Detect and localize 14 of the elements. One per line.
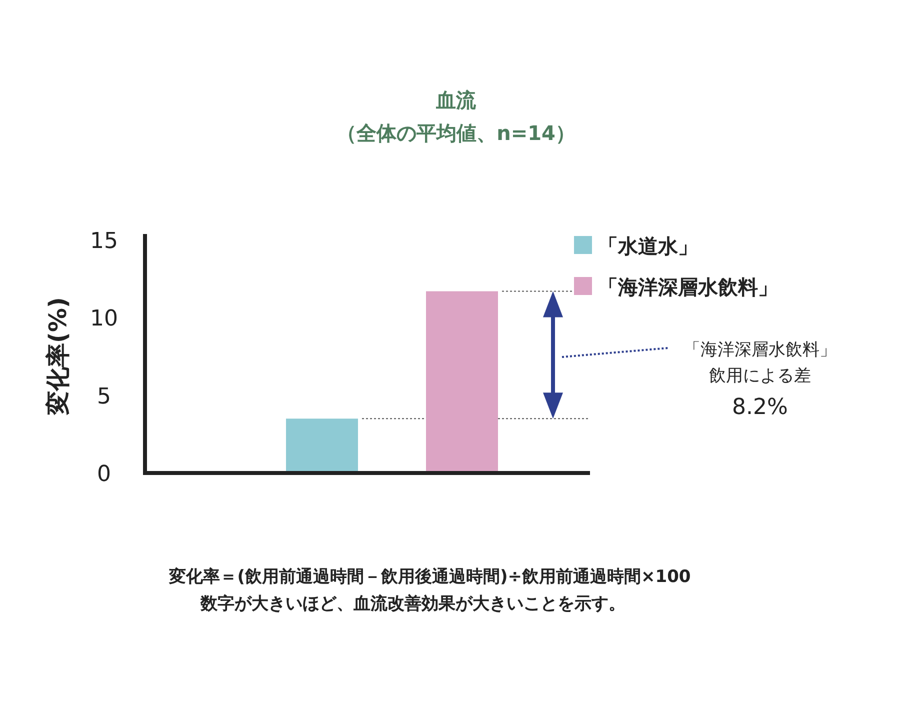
chart-title: 血流: [435, 88, 477, 112]
text: 飲用による差: [709, 366, 811, 386]
text: 変化率＝(飲用前通過時間－飲用後通過時間)÷飲用前通過時間×100: [168, 567, 691, 587]
chart-subtitle: （全体の平均値、n=14）: [336, 121, 576, 145]
legend-label: 「海洋深層水飲料」: [598, 275, 778, 299]
y-tick-label: 0: [97, 462, 111, 487]
y-tick-label: 15: [90, 229, 118, 254]
y-tick-label: 10: [90, 306, 118, 332]
y-tick-label: 5: [97, 384, 111, 410]
text: 数字が大きいほど、血流改善効果が大きいことを示す。: [200, 593, 626, 614]
y-axis-title: 変化率(%): [44, 297, 72, 416]
text: 「海洋深層水飲料」: [684, 340, 836, 360]
legend-label: 「水道水」: [598, 234, 698, 258]
text: 8.2%: [732, 395, 788, 420]
